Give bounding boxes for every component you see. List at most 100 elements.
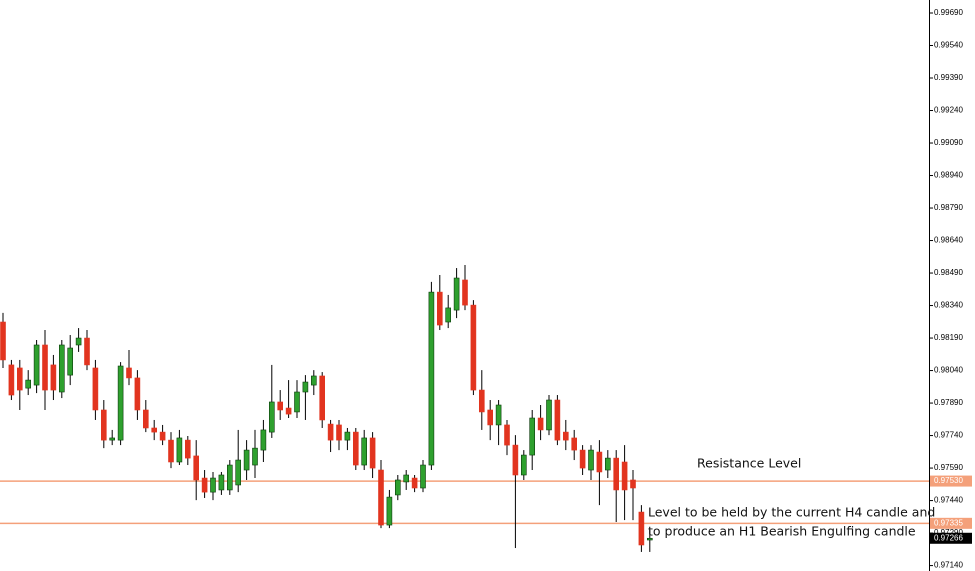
y-tick-label: 0.98790 xyxy=(934,203,963,212)
candle-body xyxy=(436,291,443,326)
candle-body xyxy=(520,454,527,476)
candle-body xyxy=(101,409,107,441)
candle-body xyxy=(403,474,410,483)
candle-body xyxy=(302,381,309,393)
candle-body xyxy=(571,437,578,451)
candle-body xyxy=(546,399,552,431)
y-tick-label: 0.97740 xyxy=(934,431,963,440)
candle-body xyxy=(260,429,267,451)
candle-body xyxy=(33,344,40,386)
y-tick-label: 0.97590 xyxy=(934,463,963,472)
candle-body xyxy=(16,367,23,391)
candle-body xyxy=(588,449,594,471)
y-tick-label: 0.97440 xyxy=(934,496,963,505)
candle-body xyxy=(646,537,653,541)
candle-body xyxy=(159,431,166,441)
candle-body xyxy=(58,344,65,393)
candle-body xyxy=(537,417,544,431)
candle-body xyxy=(420,464,426,489)
candle-body xyxy=(352,431,359,466)
y-tick-label: 0.97290 xyxy=(934,528,963,537)
candle-body xyxy=(227,464,233,491)
candle-body xyxy=(235,459,241,486)
level-price-label: 0.97530 xyxy=(934,476,963,485)
candle-body xyxy=(50,364,57,391)
level-price-box xyxy=(930,475,972,487)
y-tick-label: 0.98640 xyxy=(934,236,963,245)
y-tick-label: 0.97140 xyxy=(934,561,963,570)
candle-body xyxy=(285,407,292,415)
price-axis: 0.99690 0.99540 0.99390 0.99240 0.99090 0.989… xyxy=(929,8,972,570)
candle-body xyxy=(126,367,132,379)
candle-body xyxy=(361,437,368,466)
candle-body xyxy=(336,424,342,441)
candle-body xyxy=(151,427,157,433)
candle-body xyxy=(562,431,569,441)
y-tick-label: 0.98340 xyxy=(934,301,963,310)
candle-body xyxy=(168,439,174,463)
y-tick-label: 0.99540 xyxy=(934,41,963,50)
candle-body xyxy=(143,409,149,429)
candle-body xyxy=(92,367,99,411)
y-tick-label: 0.98040 xyxy=(934,366,963,375)
candle-body xyxy=(185,439,191,459)
candle-body xyxy=(378,469,384,526)
candle-body xyxy=(319,375,326,421)
candle-body xyxy=(529,417,536,456)
candle-body xyxy=(445,307,452,323)
candle-body xyxy=(210,477,216,493)
candle-body xyxy=(117,365,124,441)
candle-body xyxy=(277,401,284,411)
y-tick-label: 0.98190 xyxy=(934,333,963,342)
candle-body xyxy=(193,455,199,481)
candle-body xyxy=(411,477,418,489)
candle-body xyxy=(386,496,393,526)
candle-body xyxy=(604,457,611,471)
candle-body xyxy=(453,277,460,311)
candle-body xyxy=(75,337,82,346)
candle-body xyxy=(84,337,90,366)
candle-body xyxy=(268,401,275,433)
candle-body xyxy=(0,321,6,361)
level-price-label: 0.97335 xyxy=(934,518,963,527)
candle-body xyxy=(478,389,485,413)
candle-body xyxy=(579,449,586,469)
y-tick-label: 0.98940 xyxy=(934,171,963,180)
y-tick-label: 0.99690 xyxy=(934,8,963,17)
candle-body xyxy=(344,431,351,441)
candles xyxy=(0,265,653,552)
current-price-label: 0.97266 xyxy=(934,533,963,542)
candle-body xyxy=(554,399,561,441)
annotation: to produce an H1 Bearish Engulfing candl… xyxy=(648,524,916,539)
candle-body xyxy=(294,391,300,413)
candle-body xyxy=(394,479,401,496)
candle-body xyxy=(621,461,628,491)
candle-body xyxy=(109,437,115,441)
candle-body xyxy=(176,437,183,463)
candle-body xyxy=(613,457,620,491)
candle-body xyxy=(428,291,435,466)
candle-body xyxy=(596,451,603,473)
candle-body xyxy=(487,409,494,426)
candle-body xyxy=(630,479,636,489)
candle-body xyxy=(504,424,510,446)
y-tick-label: 0.99390 xyxy=(934,73,963,82)
candle-body xyxy=(369,437,376,469)
candle-body xyxy=(8,364,15,396)
candle-body xyxy=(495,404,502,426)
candle-body xyxy=(327,423,334,441)
candle-body xyxy=(243,449,250,471)
y-tick-label: 0.98490 xyxy=(934,268,963,277)
candle-body xyxy=(67,347,73,376)
current-price-box xyxy=(930,532,972,544)
annotation: Resistance Level xyxy=(697,456,801,471)
candle-body xyxy=(462,279,468,306)
candle-body xyxy=(25,379,32,389)
candle-body xyxy=(512,444,519,476)
candle-body xyxy=(252,447,258,466)
annotation: Level to be held by the current H4 candl… xyxy=(648,505,935,520)
y-tick-label: 0.99240 xyxy=(934,106,963,115)
candle-body xyxy=(134,377,141,411)
